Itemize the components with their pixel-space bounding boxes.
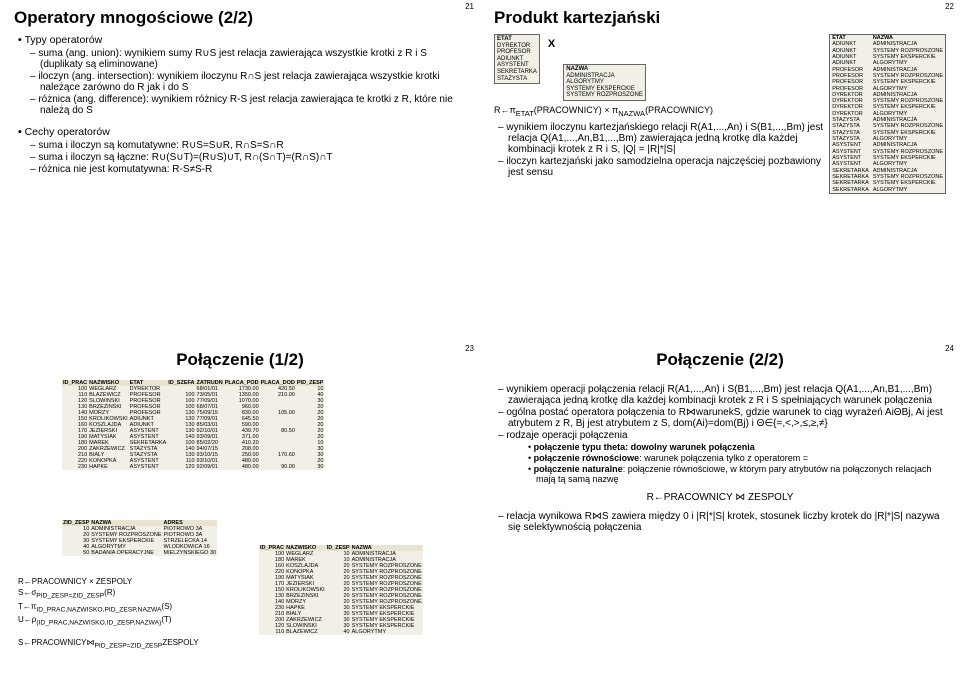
page-number: 21	[465, 2, 474, 11]
bottom-formula: S←PRACOWNICY⋈PID_ZESP=ZID_ZESPZESPOLY	[18, 638, 199, 650]
dash: różnica (ang. difference): wynikiem różn…	[40, 94, 466, 116]
slide-21: 21 Operatory mnogościowe (2/2) Typy oper…	[0, 0, 480, 342]
zespoly-table: ZID_ZESPNAZWAADRES10ADMINISTRACJAPIOTROW…	[62, 520, 217, 556]
dash: różnica nie jest komutatywna: R-S≠S-R	[40, 164, 466, 175]
dash: suma i iloczyn są łączne: R∪(S∪T)=(R∪S)∪…	[40, 152, 466, 163]
formula: R←πETAT(PRACOWNICY) × πNAZWA(PRACOWNICY)	[494, 105, 823, 118]
dash: suma i iloczyn są komutatywne: R∪S=S∪R, …	[40, 140, 466, 151]
dash: suma (ang. union): wynikiem sumy R∪S jes…	[40, 48, 466, 70]
formulas: R←PRACOWNICY × ZESPOLY S←σPID_ZESP=ZID_Z…	[18, 575, 258, 629]
page-number: 24	[945, 344, 954, 353]
title: Produkt kartezjański	[494, 8, 946, 28]
bullet: Cechy operatorów	[18, 126, 466, 138]
title: Operatory mnogościowe (2/2)	[14, 8, 466, 28]
formula: R←PRACOWNICY ⋈ ZESPOLY	[494, 492, 946, 503]
slide-22: 22 Produkt kartezjański ETATDYREKTORPROF…	[480, 0, 960, 342]
page-number: 22	[945, 2, 954, 11]
x-symbol: X	[548, 38, 555, 50]
page-number: 23	[465, 344, 474, 353]
result-table: ETATNAZWAADIUNKTADMINISTRACJAADIUNKTSYST…	[829, 34, 946, 194]
title: Połączenie (1/2)	[14, 350, 466, 370]
slide-24: 24 Połączenie (2/2) wynikiem operacji po…	[480, 342, 960, 684]
pracownicy-table: ID_PRACNAZWISKOETATID_SZEFAZATRUDNPLACA_…	[62, 380, 324, 470]
title: Połączenie (2/2)	[494, 350, 946, 370]
bullet: Typy operatorów	[18, 34, 466, 46]
dash: iloczyn (ang. intersection): wynikiem il…	[40, 71, 466, 93]
etat-table: ETATDYREKTORPROFESORADIUNKTASYSTENTSEKRE…	[494, 34, 540, 84]
nazwa-table: NAZWAADMINISTRACJAALGORYTMYSYSTEMY EKSPE…	[563, 64, 646, 101]
join-result-table: ID_PRACNAZWISKOID_ZESPNAZWA100WEGLARZ10A…	[259, 545, 423, 635]
slide-23: 23 Połączenie (1/2) ID_PRACNAZWISKOETATI…	[0, 342, 480, 684]
